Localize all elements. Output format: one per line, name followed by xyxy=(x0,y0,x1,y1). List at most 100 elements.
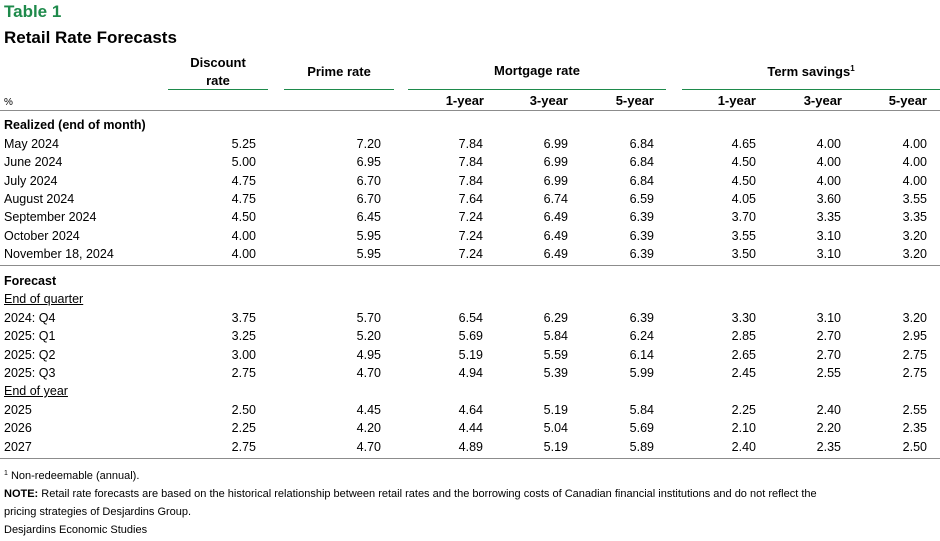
term-5y-cell: 2.35 xyxy=(902,421,927,436)
prime-rate-cell: 7.20 xyxy=(356,137,381,151)
mortgage-1y-cell: 4.64 xyxy=(458,403,483,417)
realized-section-title: Realized (end of month) xyxy=(4,118,146,132)
term-1y-cell: 2.65 xyxy=(731,347,756,362)
mortgage-3y-cell: 5.59 xyxy=(543,347,568,362)
term-5y-cell: 2.75 xyxy=(902,347,927,362)
mortgage-3y-cell: 6.74 xyxy=(543,191,568,206)
discount-rate-cell: 3.75 xyxy=(231,311,256,325)
term-3y-cell: 2.70 xyxy=(816,347,841,362)
prime-rate-cell: 4.20 xyxy=(356,421,381,436)
term-3y-cell: 3.60 xyxy=(816,191,841,206)
end-of-quarter-subtitle: End of quarter xyxy=(4,292,84,306)
term-5y-cell: 3.55 xyxy=(902,191,927,206)
mortgage-5y-cell: 6.39 xyxy=(629,228,654,243)
discount-rate-cell: 2.75 xyxy=(231,365,256,380)
discount-rate-cell: 2.75 xyxy=(231,439,256,454)
term-1y-cell: 4.05 xyxy=(731,191,756,206)
prime-rate-header: Prime rate xyxy=(307,64,371,79)
row-label: 2024: Q4 xyxy=(4,311,56,325)
term-1y-cell: 3.50 xyxy=(731,246,756,261)
prime-rate-cell: 5.20 xyxy=(356,329,381,344)
mortgage-5y-cell: 6.39 xyxy=(629,311,654,325)
term-5y-cell: 2.95 xyxy=(902,329,927,344)
discount-rate-cell: 3.25 xyxy=(231,329,256,344)
discount-rate-header: Discount rate xyxy=(168,54,268,90)
discount-rate-header-line2: rate xyxy=(206,73,230,88)
mortgage-1y-cell: 7.24 xyxy=(458,246,483,261)
mortgage-5y-cell: 6.14 xyxy=(629,347,654,362)
row-label: August 2024 xyxy=(4,191,75,206)
mortgage-3y-cell: 6.49 xyxy=(543,228,568,243)
prime-rate-cell: 6.45 xyxy=(356,210,381,225)
note-label: NOTE: xyxy=(4,488,39,500)
mortgage-3y-cell: 6.49 xyxy=(543,246,568,261)
mortgage-1y-cell: 7.24 xyxy=(458,210,483,225)
mortgage-5y-cell: 6.84 xyxy=(629,173,654,188)
row-label: July 2024 xyxy=(4,173,58,188)
prime-underline xyxy=(284,89,394,90)
term-3y-cell: 3.10 xyxy=(816,228,841,243)
term-1y-cell: 2.25 xyxy=(731,403,756,417)
discount-rate-cell: 2.25 xyxy=(231,421,256,436)
discount-rate-cell: 2.50 xyxy=(231,403,256,417)
mortgage-5y-cell: 6.84 xyxy=(629,137,654,151)
term-1y-cell: 3.70 xyxy=(731,210,756,225)
prime-rate-cell: 4.70 xyxy=(356,439,381,454)
term-5y-cell: 2.50 xyxy=(902,439,927,454)
row-label: 2025 xyxy=(4,403,32,417)
row-label: September 2024 xyxy=(4,210,97,225)
term-savings-footnote-marker: 1 xyxy=(850,64,855,73)
term-1y-header: 1-year xyxy=(717,93,756,108)
prime-rate-cell: 6.70 xyxy=(356,191,381,206)
term-1y-cell: 2.45 xyxy=(731,365,756,380)
discount-rate-cell: 4.75 xyxy=(231,173,256,188)
mortgage-3y-cell: 6.29 xyxy=(543,311,568,325)
mortgage-1y-cell: 5.69 xyxy=(458,329,483,344)
mortgage-1y-cell: 4.44 xyxy=(458,421,483,436)
mortgage-5y-cell: 6.24 xyxy=(629,329,654,344)
mortgage-1y-cell: 7.84 xyxy=(458,137,483,151)
mortgage-underline xyxy=(408,89,666,90)
discount-rate-cell: 4.00 xyxy=(231,228,256,243)
term-1y-cell: 3.30 xyxy=(731,311,756,325)
prime-rate-cell: 6.95 xyxy=(356,155,381,170)
mortgage-rate-header: Mortgage rate xyxy=(494,63,580,78)
term-savings-label: Term savings xyxy=(767,64,851,79)
term-5y-cell: 3.20 xyxy=(902,311,927,325)
prime-rate-cell: 5.95 xyxy=(356,228,381,243)
mortgage-3y-header: 3-year xyxy=(529,93,568,108)
discount-underline xyxy=(168,89,268,90)
mortgage-1y-cell: 5.19 xyxy=(458,347,483,362)
prime-rate-cell: 4.45 xyxy=(356,403,381,417)
mortgage-5y-cell: 6.39 xyxy=(629,210,654,225)
discount-rate-cell: 5.25 xyxy=(231,137,256,151)
row-label: 2027 xyxy=(4,439,32,454)
mortgage-3y-cell: 5.19 xyxy=(543,403,568,417)
mortgage-1y-cell: 7.84 xyxy=(458,155,483,170)
mortgage-3y-cell: 6.49 xyxy=(543,210,568,225)
term-1y-cell: 4.65 xyxy=(731,137,756,151)
term-1y-cell: 3.55 xyxy=(731,228,756,243)
section-divider xyxy=(0,265,940,266)
term-3y-cell: 4.00 xyxy=(816,155,841,170)
discount-rate-header-line1: Discount xyxy=(190,55,246,70)
row-label: November 18, 2024 xyxy=(4,246,114,261)
forecast-section-title: Forecast xyxy=(4,274,57,288)
row-label: 2025: Q1 xyxy=(4,329,56,344)
note-line-1: NOTE: Retail rate forecasts are based on… xyxy=(4,488,817,500)
mortgage-5y-cell: 6.84 xyxy=(629,155,654,170)
mortgage-1y-cell: 7.84 xyxy=(458,173,483,188)
bottom-divider xyxy=(0,458,940,459)
row-label: May 2024 xyxy=(4,137,59,151)
mortgage-1y-cell: 6.54 xyxy=(458,311,483,325)
mortgage-3y-cell: 5.84 xyxy=(543,329,568,344)
term-savings-header: Term savings1 xyxy=(682,64,940,79)
mortgage-3y-cell: 5.19 xyxy=(543,439,568,454)
prime-rate-cell: 4.95 xyxy=(356,347,381,362)
mortgage-3y-cell: 6.99 xyxy=(543,173,568,188)
term-3y-cell: 4.00 xyxy=(816,173,841,188)
mortgage-5y-cell: 5.84 xyxy=(629,403,654,417)
footnote-1: 1 Non-redeemable (annual). xyxy=(4,470,139,482)
row-label: 2025: Q3 xyxy=(4,365,56,380)
term-1y-cell: 2.85 xyxy=(731,329,756,344)
